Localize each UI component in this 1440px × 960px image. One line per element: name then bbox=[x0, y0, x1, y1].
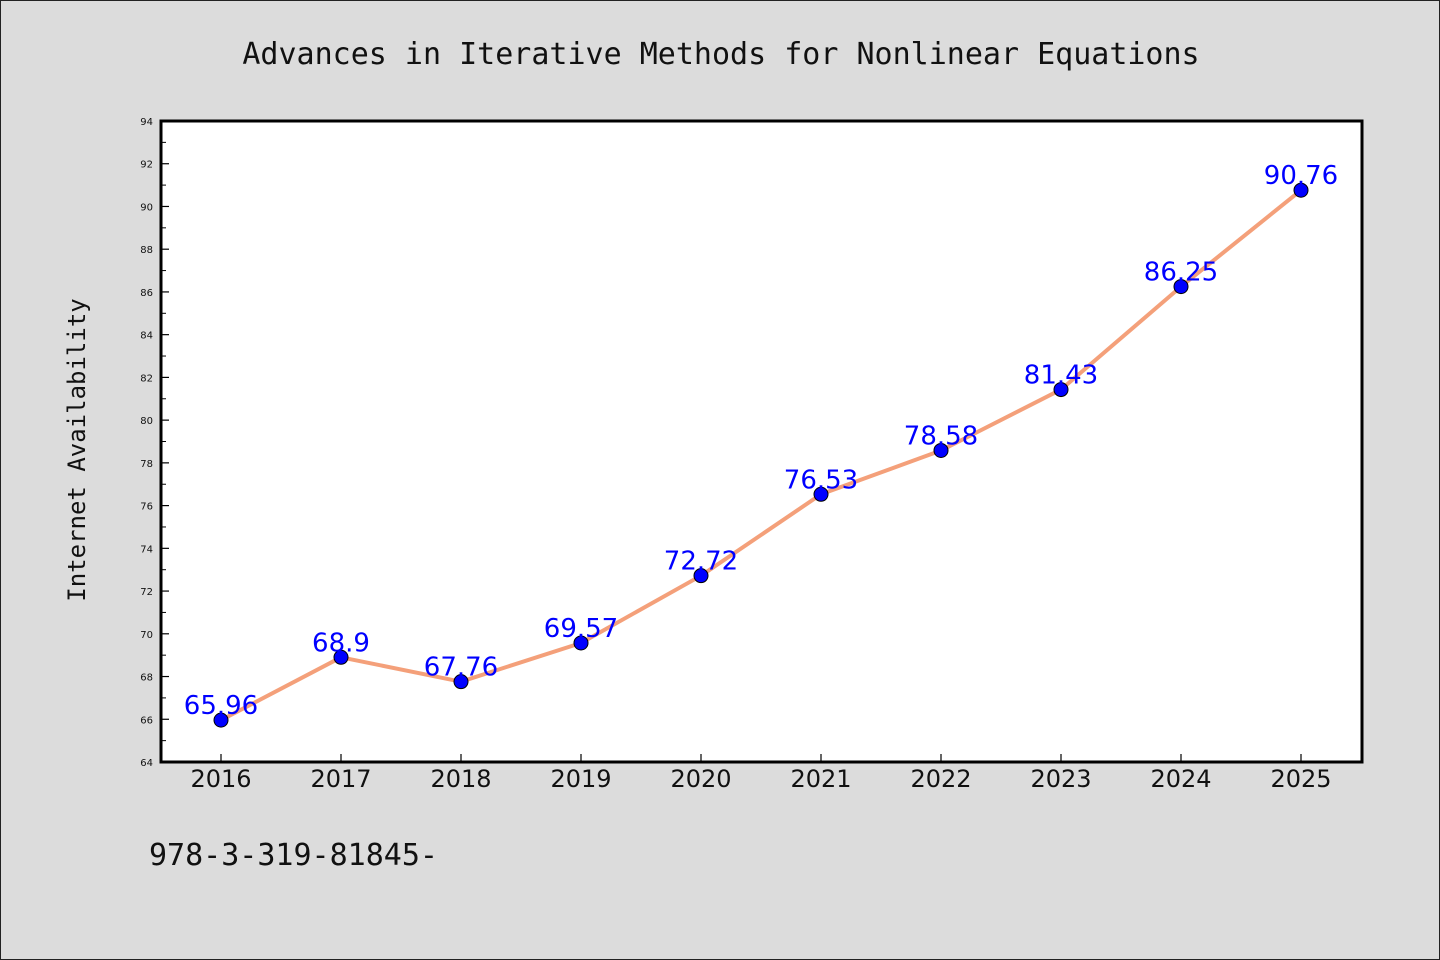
data-point bbox=[813, 486, 829, 502]
x-axis: 2016 2017 2018 2019 2020 2021 2022 2023 2024 2025 bbox=[190, 754, 1332, 793]
data-label: 81.43 bbox=[1024, 361, 1098, 391]
y-tick-label: 64 bbox=[140, 758, 153, 769]
x-tick-label: 2022 bbox=[910, 765, 971, 793]
data-markers bbox=[213, 182, 1309, 728]
x-tick-label: 2021 bbox=[790, 765, 851, 793]
footer-isbn-text: 978-3-319-81845- bbox=[149, 838, 438, 873]
data-point bbox=[693, 568, 709, 584]
data-label: 68.9 bbox=[312, 628, 370, 658]
data-point bbox=[573, 635, 589, 651]
x-tick-label: 2023 bbox=[1030, 765, 1091, 793]
data-labels: 65.96 68.9 67.76 69.57 72.72 76.53 78.58 81.43 8… bbox=[184, 161, 1338, 721]
series-line-group bbox=[219, 188, 1303, 723]
data-label: 90.76 bbox=[1264, 161, 1338, 191]
data-label: 86.25 bbox=[1144, 258, 1218, 288]
y-tick-label: 86 bbox=[140, 288, 153, 299]
data-label: 65.96 bbox=[184, 691, 258, 721]
y-tick-label: 94 bbox=[140, 117, 153, 128]
data-point bbox=[213, 712, 229, 728]
x-tick-label: 2017 bbox=[310, 765, 371, 793]
data-point bbox=[333, 649, 349, 665]
y-tick-label: 72 bbox=[140, 587, 153, 598]
x-tick-label: 2020 bbox=[670, 765, 731, 793]
y-tick-label: 90 bbox=[140, 202, 153, 213]
plot-area bbox=[159, 119, 1364, 764]
data-label: 76.53 bbox=[784, 465, 858, 495]
y-tick-label: 78 bbox=[140, 459, 153, 470]
x-tick-label: 2016 bbox=[190, 765, 251, 793]
y-axis: 64 66 68 70 72 74 76 78 80 82 84 86 88 90 92 94 bbox=[140, 117, 169, 769]
x-tick-label: 2025 bbox=[1270, 765, 1331, 793]
data-point bbox=[1053, 382, 1069, 398]
y-tick-label: 82 bbox=[140, 373, 153, 384]
y-tick-label: 84 bbox=[140, 331, 153, 342]
y-tick-label: 76 bbox=[140, 502, 153, 513]
data-label: 67.76 bbox=[424, 653, 498, 683]
y-tick-label: 88 bbox=[140, 245, 153, 256]
data-label: 69.57 bbox=[544, 614, 618, 644]
x-tick-label: 2019 bbox=[550, 765, 611, 793]
y-tick-label: 80 bbox=[140, 416, 153, 427]
x-tick-label: 2018 bbox=[430, 765, 491, 793]
data-point bbox=[933, 442, 949, 458]
y-tick-label: 74 bbox=[140, 544, 153, 555]
data-point bbox=[453, 674, 469, 690]
x-tick-label: 2024 bbox=[1150, 765, 1211, 793]
y-tick-label: 68 bbox=[140, 673, 153, 684]
y-tick-label: 66 bbox=[140, 715, 153, 726]
y-tick-label: 70 bbox=[140, 630, 153, 641]
data-point bbox=[1293, 182, 1309, 198]
data-point bbox=[1173, 279, 1189, 295]
data-label: 72.72 bbox=[664, 547, 738, 577]
y-tick-label: 92 bbox=[140, 160, 153, 171]
data-label: 78.58 bbox=[904, 421, 978, 451]
chart-title: Advances in Iterative Methods for Nonlin… bbox=[242, 37, 1199, 72]
y-axis-label: Internet Availability bbox=[63, 298, 91, 601]
series-line bbox=[219, 188, 1303, 723]
